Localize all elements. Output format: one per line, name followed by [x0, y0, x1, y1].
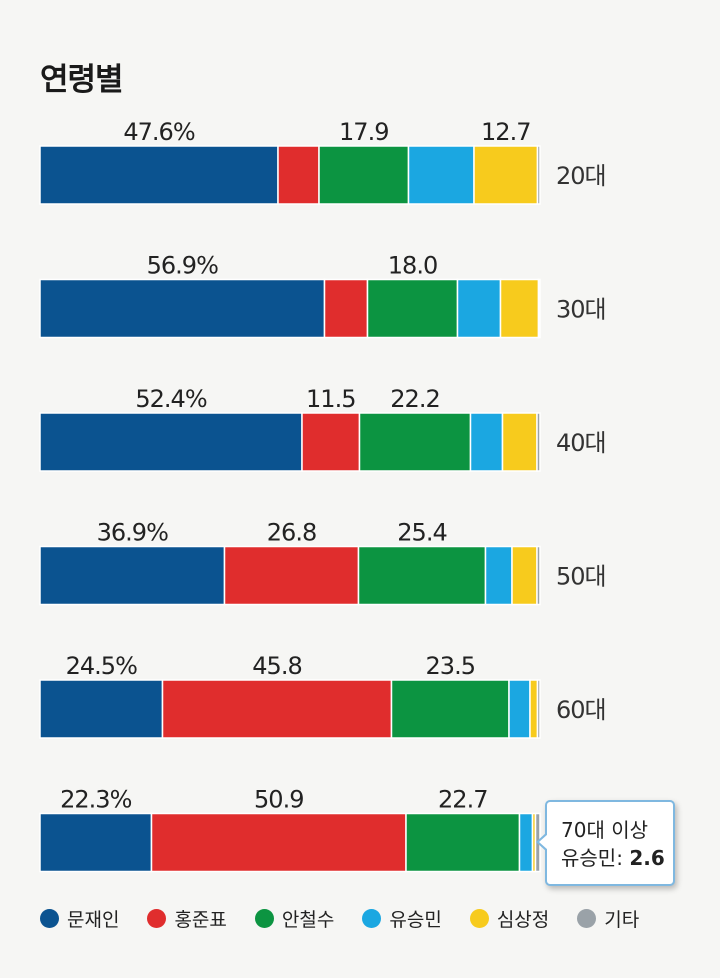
tooltip: 70대 이상 유승민: 2.6: [536, 800, 675, 886]
bar-segment[interactable]: [39, 679, 164, 739]
data-label: 23.5: [426, 652, 475, 680]
legend-label: 기타: [604, 909, 640, 931]
data-label: 36.9%: [97, 519, 168, 547]
bar-segment[interactable]: [473, 145, 539, 205]
bar-segment[interactable]: [39, 412, 303, 472]
data-label: 22.3%: [60, 786, 131, 814]
bar-segment[interactable]: [358, 412, 472, 472]
data-label: 17.9: [339, 118, 388, 146]
bar-segment[interactable]: [318, 145, 410, 205]
bar-segment[interactable]: [536, 679, 541, 739]
data-label: 26.8: [267, 519, 316, 547]
data-label: 45.8: [252, 652, 301, 680]
bar-segment[interactable]: [511, 545, 538, 606]
legend-swatch: [469, 909, 489, 928]
bar-segment[interactable]: [529, 679, 539, 739]
legend-item: 안철수: [254, 905, 335, 932]
legend-swatch: [362, 909, 382, 928]
legend-swatch: [577, 909, 597, 928]
category-label: 60대: [556, 696, 606, 724]
bar-segment[interactable]: [150, 812, 407, 873]
tooltip-value: 2.6: [629, 846, 665, 870]
legend-label: 안철수: [281, 909, 335, 931]
tooltip-category: 70대 이상: [561, 818, 649, 842]
category-label: 50대: [556, 563, 606, 591]
legend-swatch: [40, 909, 59, 928]
bar-segment[interactable]: [536, 412, 541, 472]
bar-segment[interactable]: [301, 412, 361, 472]
data-label: 12.7: [481, 118, 530, 146]
bar-segment[interactable]: [405, 812, 521, 873]
data-label: 47.6%: [123, 118, 194, 146]
legend-swatch: [254, 909, 274, 928]
bar-segment[interactable]: [357, 545, 487, 606]
bar-segment[interactable]: [508, 679, 531, 739]
bar-segment[interactable]: [366, 278, 459, 339]
legend-item: 기타: [577, 905, 639, 932]
legend-item: 홍준표: [147, 905, 227, 932]
legend-label: 심상정: [496, 909, 550, 931]
bar-segment[interactable]: [536, 145, 541, 205]
legend-label: 홍준표: [174, 909, 227, 931]
bar-segment[interactable]: [161, 679, 393, 739]
tooltip-series-label: 유승민:: [561, 846, 623, 870]
legend-label: 문재인: [67, 909, 120, 931]
bar-segment[interactable]: [518, 812, 534, 873]
bar-segment[interactable]: [277, 145, 320, 205]
category-label: 20대: [556, 162, 606, 190]
bar-segment[interactable]: [456, 278, 502, 339]
data-label: 22.7: [438, 786, 487, 814]
bar-segment[interactable]: [537, 278, 541, 339]
bar-segment[interactable]: [469, 412, 504, 472]
data-label: 56.9%: [147, 252, 218, 280]
legend-item: 심상정: [469, 905, 550, 932]
data-label: 50.9: [254, 786, 303, 814]
bar-segment[interactable]: [390, 679, 510, 739]
data-label: 52.4%: [135, 385, 206, 413]
legend-item: 문재인: [40, 905, 119, 932]
category-label: 40대: [556, 429, 606, 457]
data-label: 24.5%: [66, 652, 137, 680]
bar-segment[interactable]: [484, 545, 513, 606]
category-label: 30대: [556, 296, 606, 324]
bar-segment[interactable]: [39, 145, 279, 205]
bar-segment[interactable]: [499, 278, 540, 339]
bar-segment[interactable]: [223, 545, 360, 606]
chart-title: 연령별: [40, 62, 124, 98]
data-label: 18.0: [388, 252, 437, 280]
legend-swatch: [147, 909, 167, 928]
data-label: 11.5: [306, 385, 355, 413]
bar-segment[interactable]: [407, 145, 475, 205]
tooltip-value-line: 유승민: 2.6: [561, 844, 673, 872]
stacked-bar-chart: 47.6% 17.9 12.7 20대 56.9% 18.0 30대 52.4% 11.5 22.…: [39, 118, 656, 873]
bar-segment[interactable]: [39, 278, 326, 339]
data-label: 22.2: [390, 385, 439, 413]
bar-segment[interactable]: [536, 545, 541, 606]
data-label: 25.4: [397, 519, 446, 547]
legend: 문재인 홍준표 안철수 유승민 심상정 기타: [40, 905, 667, 932]
bar-segment[interactable]: [501, 412, 538, 472]
legend-item: 유승민: [362, 905, 442, 932]
bar-segment[interactable]: [39, 545, 226, 606]
bar-segment[interactable]: [323, 278, 369, 339]
legend-label: 유승민: [389, 909, 442, 931]
bar-segment[interactable]: [39, 812, 153, 873]
